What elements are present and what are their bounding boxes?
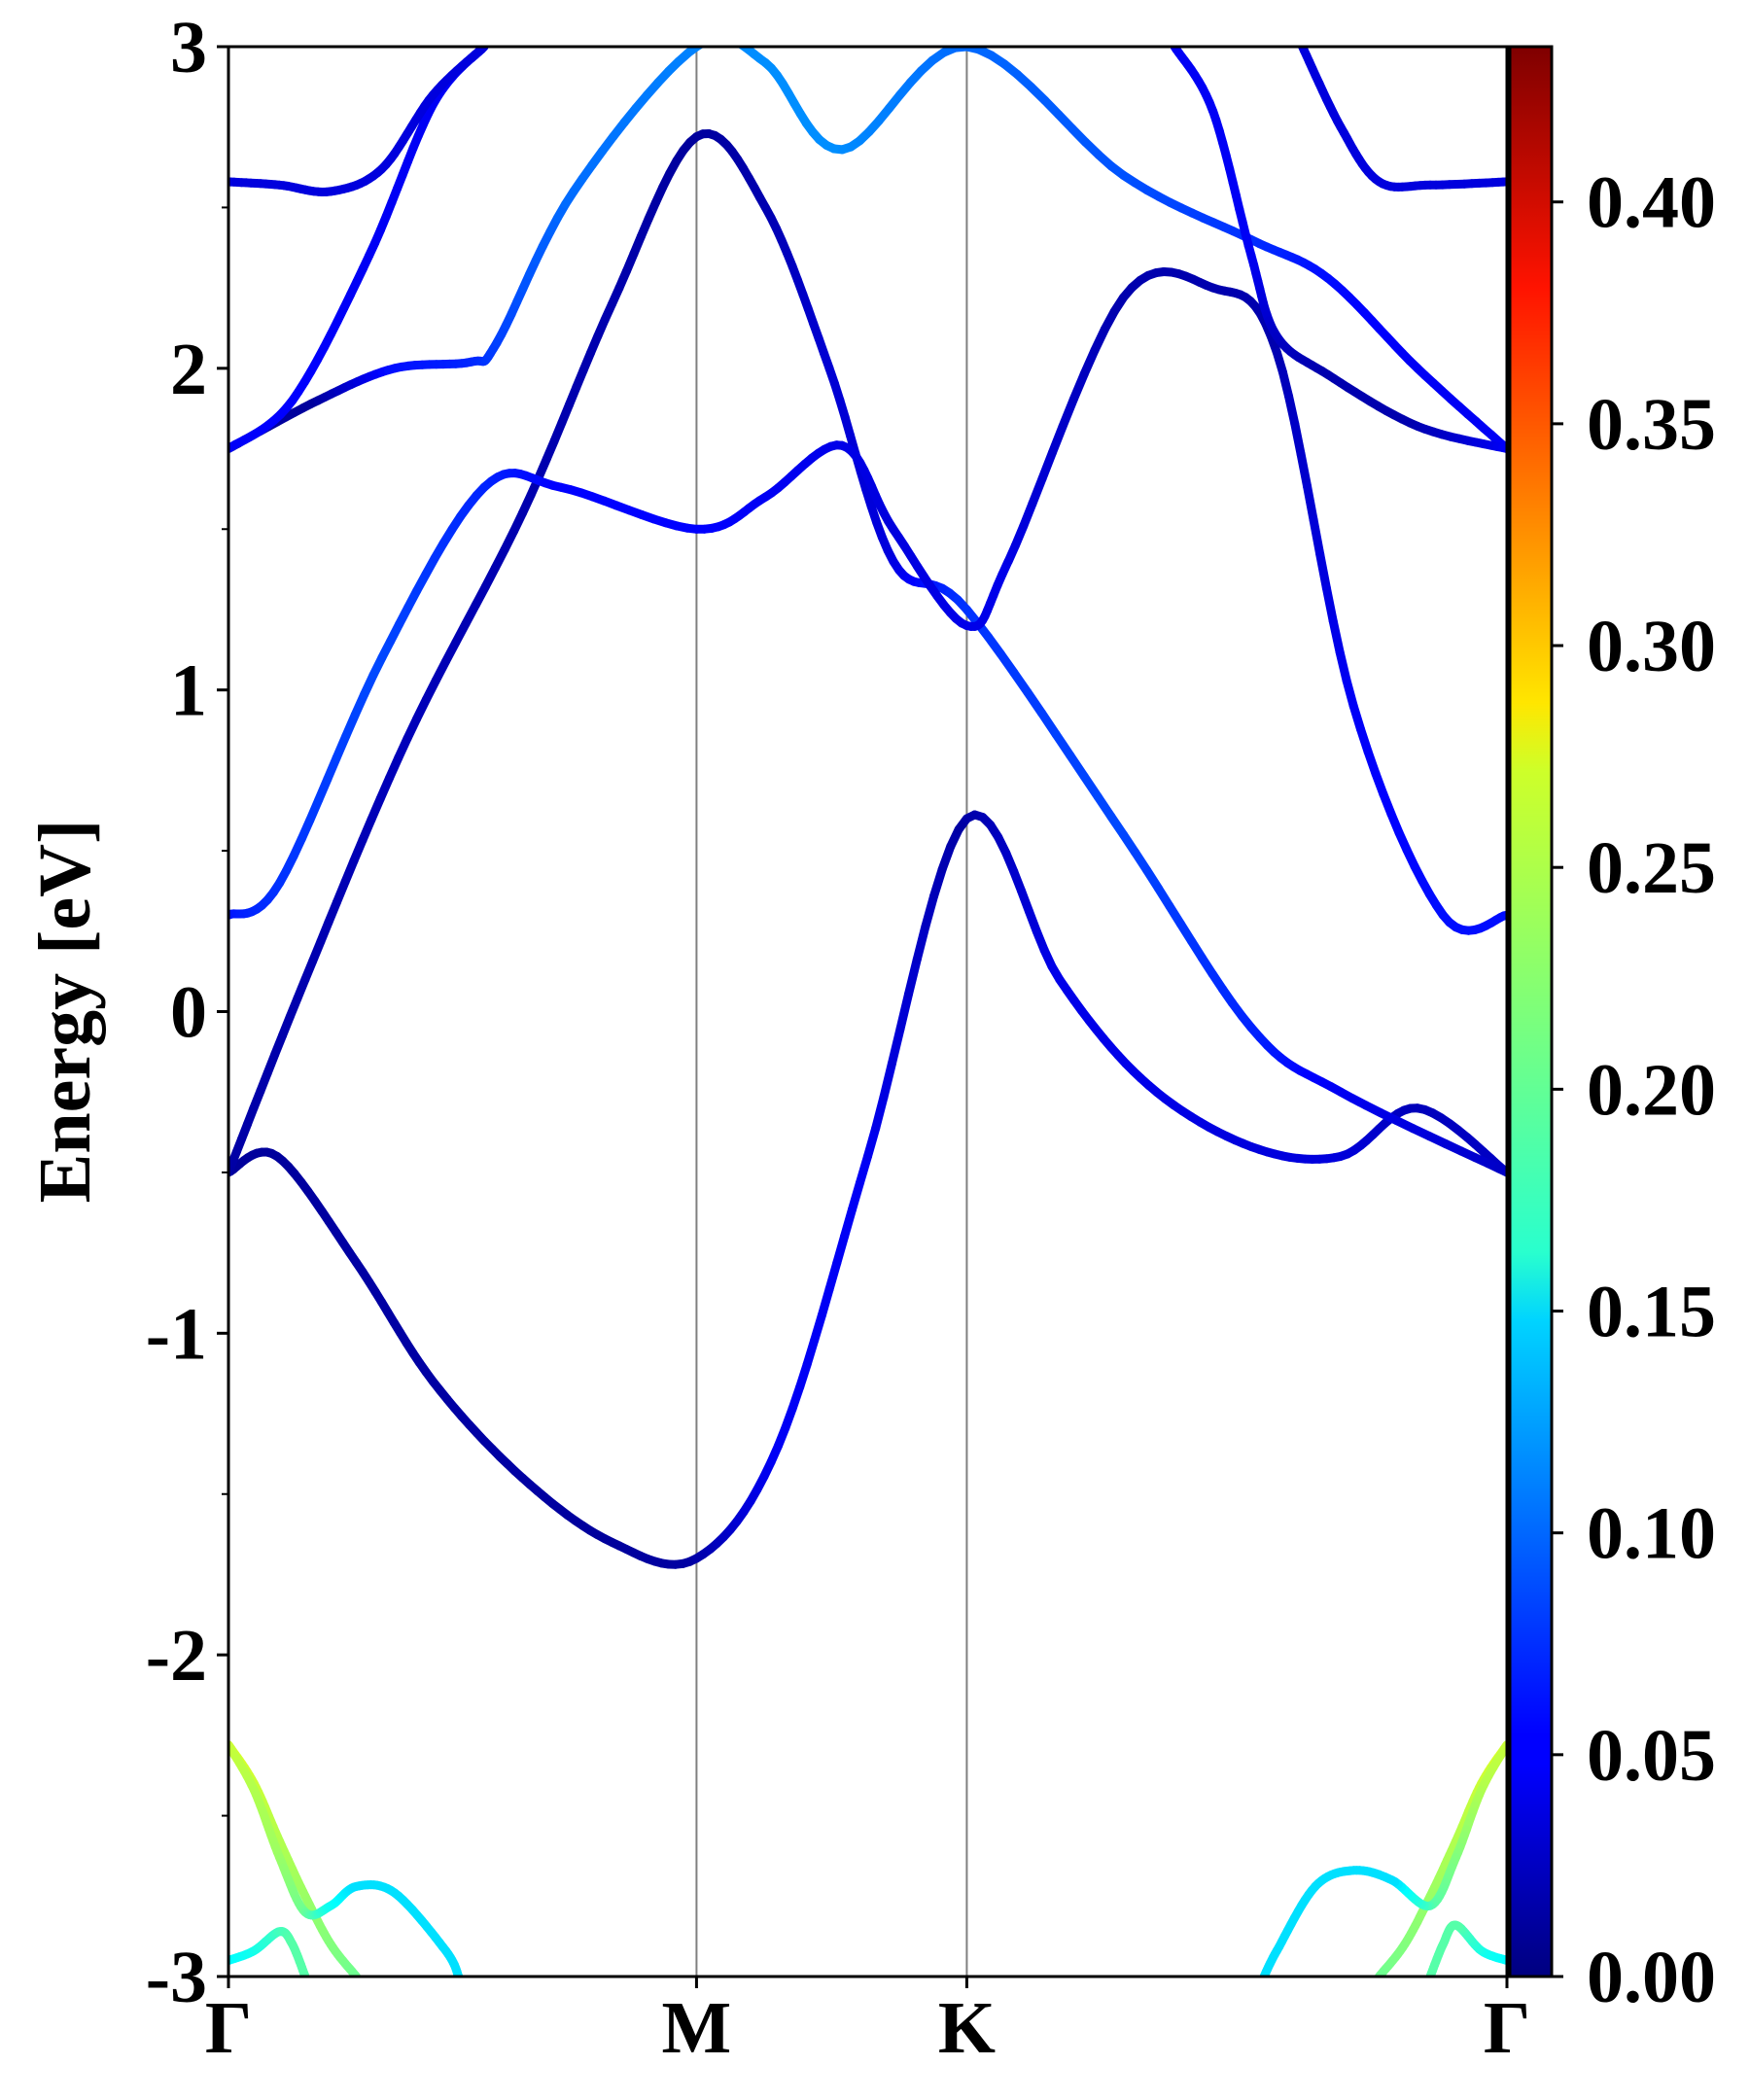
colorbar-tick-label: 0.40: [1587, 162, 1716, 244]
band-segment: [921, 892, 939, 931]
band-8: [1298, 47, 1507, 192]
high-symmetry-lines: [695, 47, 968, 1977]
band-segment: [736, 47, 742, 48]
y-tick-label: 3: [170, 7, 207, 88]
colorbar: [1508, 45, 1554, 1978]
band-segment: [1068, 369, 1089, 404]
band-segment: [1342, 676, 1358, 711]
band-segment: [929, 864, 947, 901]
band-lines: [228, 38, 1507, 1977]
band-segment: [1047, 421, 1068, 458]
band-segment: [879, 1059, 896, 1102]
colorbar-tick-label: 0.20: [1587, 1049, 1716, 1131]
y-tick-label: -2: [146, 1615, 207, 1697]
y-axis-label: Energy [eV]: [24, 820, 106, 1204]
band-1: [228, 810, 1507, 1569]
band-segment: [848, 1178, 864, 1214]
band-3: [228, 267, 1507, 935]
band-segment: [1058, 395, 1078, 431]
x-tick-label: Γ: [205, 1987, 252, 2069]
band-segment: [1309, 515, 1325, 559]
band-segment: [904, 955, 922, 998]
band-segment: [887, 1024, 905, 1068]
y-tick-label: -1: [146, 1293, 207, 1375]
band-segment: [1315, 549, 1331, 593]
band-segment: [1296, 449, 1312, 491]
band-segment: [1328, 616, 1345, 657]
colorbar-tick-label: 0.10: [1587, 1493, 1716, 1575]
y-tick-label: 0: [170, 972, 207, 1054]
colorbar-ticks: 0.00 0.05 0.10 0.15 0.20 0.25 0.30 0.35 0.40: [1552, 162, 1716, 2018]
band-segment: [840, 1205, 857, 1242]
y-tick-label: 1: [170, 650, 207, 732]
band-segment: [704, 39, 711, 42]
band-2: [228, 129, 1507, 1177]
y-axis-ticks: -3 -2 -1 0 1 2 3: [146, 7, 228, 2018]
y-tick-label: 2: [170, 329, 207, 410]
band-segment: [1284, 391, 1300, 429]
band-segment: [711, 38, 718, 40]
band-segment: [824, 1258, 842, 1294]
band-segment: [1335, 648, 1351, 685]
band-5: [228, 47, 489, 453]
band-6: [228, 47, 489, 196]
colorbar-tick-label: 0.25: [1587, 827, 1716, 909]
band-segment: [1037, 448, 1057, 483]
band-4: [228, 38, 1507, 453]
band-segment: [856, 1151, 872, 1187]
band-segment: [895, 989, 914, 1033]
band-11: [228, 1927, 310, 1977]
band-14: [1425, 1920, 1507, 1977]
band-segment: [723, 38, 729, 39]
band-segment: [912, 922, 930, 964]
band-7: [1170, 47, 1507, 453]
x-tick-label: Γ: [1484, 1987, 1530, 2069]
colorbar-tick-label: 0.00: [1587, 1937, 1716, 2018]
band-segment: [832, 1232, 850, 1268]
colorbar-tick-label: 0.05: [1587, 1715, 1716, 1797]
band-segment: [871, 1092, 889, 1133]
x-tick-label: K: [938, 1987, 996, 2069]
colorbar-tick-label: 0.35: [1587, 384, 1716, 466]
band-segment: [1321, 583, 1338, 626]
colorbar-tick-label: 0.30: [1587, 606, 1716, 687]
x-tick-label: M: [662, 1987, 732, 2069]
band-segment: [1290, 419, 1306, 459]
plot-frame: [227, 45, 1509, 1978]
y-tick-label: -3: [146, 1937, 207, 2018]
band-segment: [1028, 473, 1047, 508]
band-segment: [863, 1124, 881, 1161]
band-segment: [1303, 481, 1318, 525]
band-segment: [729, 39, 734, 41]
band-segment: [817, 1284, 834, 1320]
colorbar-tick-label: 0.15: [1587, 1272, 1716, 1353]
